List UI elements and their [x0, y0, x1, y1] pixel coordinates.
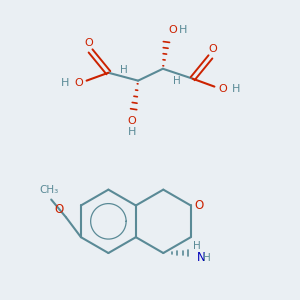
Text: O: O — [168, 25, 177, 35]
Text: CH₃: CH₃ — [40, 184, 59, 195]
Text: H: H — [173, 76, 181, 85]
Text: O: O — [208, 44, 217, 54]
Text: H: H — [232, 84, 240, 94]
Text: O: O — [128, 116, 136, 126]
Text: H: H — [61, 78, 69, 88]
Text: O: O — [84, 38, 93, 48]
Text: H: H — [193, 241, 201, 251]
Text: O: O — [194, 199, 203, 212]
Text: H: H — [203, 253, 211, 263]
Text: O: O — [74, 78, 83, 88]
Text: H: H — [178, 25, 187, 35]
Text: O: O — [218, 84, 227, 94]
Text: O: O — [55, 203, 64, 216]
Text: H: H — [128, 127, 136, 137]
Text: H: H — [120, 65, 128, 75]
Text: N: N — [197, 251, 206, 265]
